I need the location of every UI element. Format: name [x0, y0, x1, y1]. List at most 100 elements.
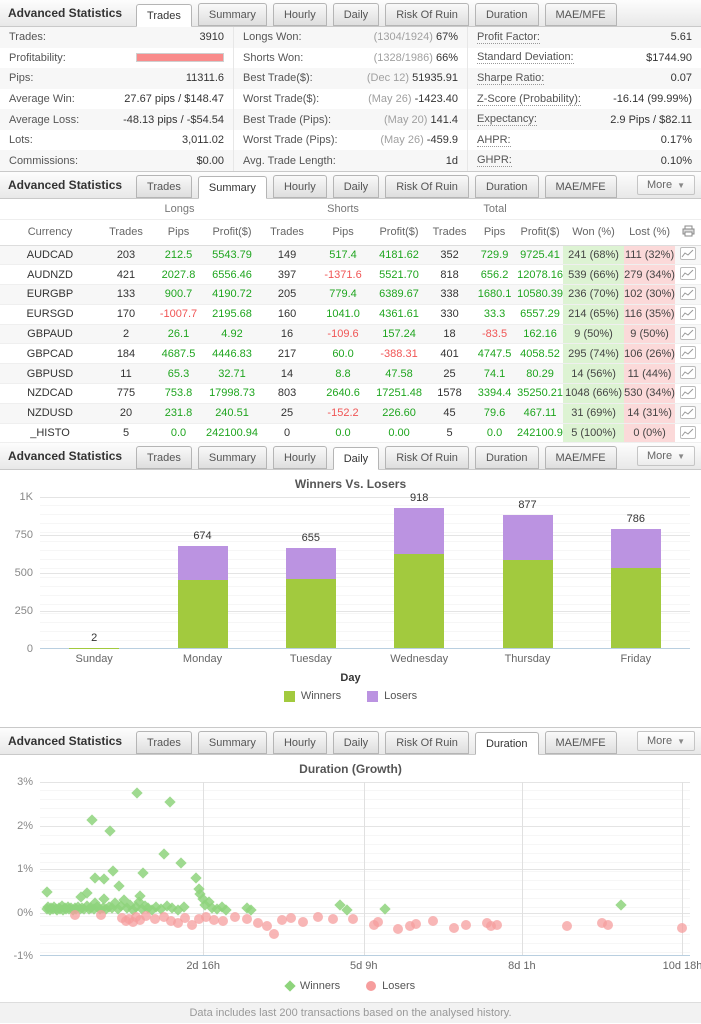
stat-row-profit-factor: Profit Factor: 5.61 [468, 27, 701, 48]
trades-panel-header: Advanced Statistics Trades Summary Hourly D… [0, 0, 701, 27]
col-header-profit: Profit($) [371, 219, 428, 246]
bar-winners-tuesday[interactable] [285, 578, 336, 648]
tab-mae-mfe[interactable]: MAE/MFE [544, 446, 617, 469]
scatter-point-losers [172, 918, 183, 929]
tab-summary[interactable]: Summary [197, 3, 267, 26]
scatter-point-losers [194, 914, 205, 925]
legend-item-winners: Winners [284, 980, 340, 992]
bar-losers-friday[interactable] [610, 528, 661, 568]
tab-trades[interactable]: Trades [136, 4, 192, 27]
bar-winners-friday[interactable] [610, 567, 661, 648]
tab-trades[interactable]: Trades [136, 446, 192, 469]
currency-cell: EURSGD [0, 304, 100, 325]
tab-duration[interactable]: Duration [474, 175, 539, 198]
scatter-point-losers [262, 920, 273, 931]
won-cell: 1048 (66%) [563, 383, 625, 404]
shorts-trades-cell: 16 [259, 324, 316, 345]
tab-duration[interactable]: Duration [474, 446, 539, 469]
bar-winners-monday[interactable] [177, 580, 228, 648]
won-cell: 14 (56%) [563, 363, 625, 385]
line-chart-icon[interactable] [680, 267, 697, 281]
tab-hourly[interactable]: Hourly [272, 175, 327, 198]
tab-risk-of-ruin[interactable]: Risk Of Ruin [385, 3, 469, 26]
tab-daily[interactable]: Daily [332, 447, 380, 470]
tab-summary[interactable]: Summary [197, 731, 267, 754]
x-tick-label-8d-1h: 8d 1h [508, 960, 536, 972]
bar-losers-tuesday[interactable] [285, 548, 336, 579]
currency-cell: GBPAUD [0, 324, 100, 345]
line-chart-icon[interactable] [680, 247, 697, 261]
lost-cell: 0 (0%) [624, 423, 676, 444]
scatter-point-losers [149, 913, 160, 924]
col-header-pips: Pips [152, 219, 205, 246]
tab-hourly[interactable]: Hourly [272, 446, 327, 469]
tab-daily[interactable]: Daily [332, 175, 380, 198]
bar-losers-monday[interactable] [177, 545, 228, 581]
table-row-gbpusd: GBPUSD 11 65.3 32.71 14 8.8 47.58 25 74.1 80.29 14… [0, 363, 701, 385]
stat-label[interactable]: GHPR: [477, 154, 512, 168]
printer-icon[interactable] [682, 225, 695, 237]
scatter-point-losers [201, 911, 212, 922]
stat-label[interactable]: Sharpe Ratio: [477, 71, 545, 85]
more-button-label: More [647, 735, 673, 747]
summary-table: Longs Shorts Total Currency Trades Pips … [0, 199, 701, 444]
bar-winners-thursday[interactable] [502, 559, 553, 648]
tab-hourly[interactable]: Hourly [272, 731, 327, 754]
stat-value: 2.9 Pips / $82.11 [610, 113, 692, 126]
stat-label[interactable]: Expectancy: [477, 113, 537, 127]
stat-label[interactable]: Profit Factor: [477, 30, 540, 44]
tab-trades[interactable]: Trades [136, 175, 192, 198]
more-button[interactable]: More ▼ [637, 731, 695, 751]
tab-daily[interactable]: Daily [332, 731, 380, 754]
tab-summary[interactable]: Summary [197, 176, 267, 199]
line-chart-icon[interactable] [680, 405, 697, 419]
total-trades-cell: 1578 [427, 383, 473, 404]
line-chart-icon[interactable] [680, 326, 697, 340]
tab-duration[interactable]: Duration [474, 3, 539, 26]
stat-value-muted: (May 26) [368, 93, 415, 106]
total-profit-cell: 242100.94 [517, 423, 564, 444]
longs-profit-cell: 17998.73 [205, 383, 260, 404]
stat-label[interactable]: Z-Score (Probability): [477, 92, 581, 106]
bar-losers-thursday[interactable] [502, 514, 553, 560]
line-chart-icon[interactable] [680, 286, 697, 300]
tab-hourly[interactable]: Hourly [272, 3, 327, 26]
stat-label: Average Win: [9, 93, 75, 106]
tab-mae-mfe[interactable]: MAE/MFE [544, 175, 617, 198]
tab-trades[interactable]: Trades [136, 731, 192, 754]
line-chart-icon[interactable] [680, 385, 697, 399]
line-chart-icon[interactable] [680, 306, 697, 320]
bar-losers-wednesday[interactable] [394, 508, 445, 555]
stat-row-average-loss: Average Loss: -48.13 pips / -$54.54 [0, 109, 233, 130]
scatter-point-losers [241, 914, 252, 925]
currency-cell: NZDUSD [0, 403, 100, 424]
legend-label-losers: Losers [382, 980, 416, 992]
total-trades-cell: 338 [427, 284, 473, 305]
tab-duration[interactable]: Duration [474, 732, 539, 755]
line-chart-icon[interactable] [680, 366, 697, 380]
scatter-x-labels: 2d 16h 5d 9h 8d 1h 10d 18h [40, 960, 701, 974]
tab-risk-of-ruin[interactable]: Risk Of Ruin [385, 731, 469, 754]
stat-label[interactable]: Standard Deviation: [477, 51, 574, 65]
scatter-point-losers [603, 919, 614, 930]
tab-mae-mfe[interactable]: MAE/MFE [544, 731, 617, 754]
stat-label[interactable]: AHPR: [477, 133, 511, 147]
gridline [521, 782, 523, 955]
shorts-trades-cell: 149 [259, 245, 316, 266]
bar-winners-wednesday[interactable] [394, 554, 445, 648]
tab-daily[interactable]: Daily [332, 3, 380, 26]
line-chart-icon[interactable] [680, 346, 697, 360]
col-header-trades: Trades [259, 219, 316, 246]
profitability-bar [136, 53, 224, 63]
line-chart-icon[interactable] [680, 425, 697, 439]
tab-risk-of-ruin[interactable]: Risk Of Ruin [385, 446, 469, 469]
scatter-point-losers [428, 916, 439, 927]
tab-mae-mfe[interactable]: MAE/MFE [544, 3, 617, 26]
more-button[interactable]: More ▼ [637, 175, 695, 195]
summary-panel-header: Advanced Statistics Trades Summary Hourly D… [0, 172, 701, 199]
more-button[interactable]: More ▼ [637, 446, 695, 466]
tab-risk-of-ruin[interactable]: Risk Of Ruin [385, 175, 469, 198]
tab-summary[interactable]: Summary [197, 446, 267, 469]
stat-value-muted: (Dec 12) [366, 72, 413, 85]
x-tick-label-10d-18h: 10d 18h [662, 960, 701, 972]
